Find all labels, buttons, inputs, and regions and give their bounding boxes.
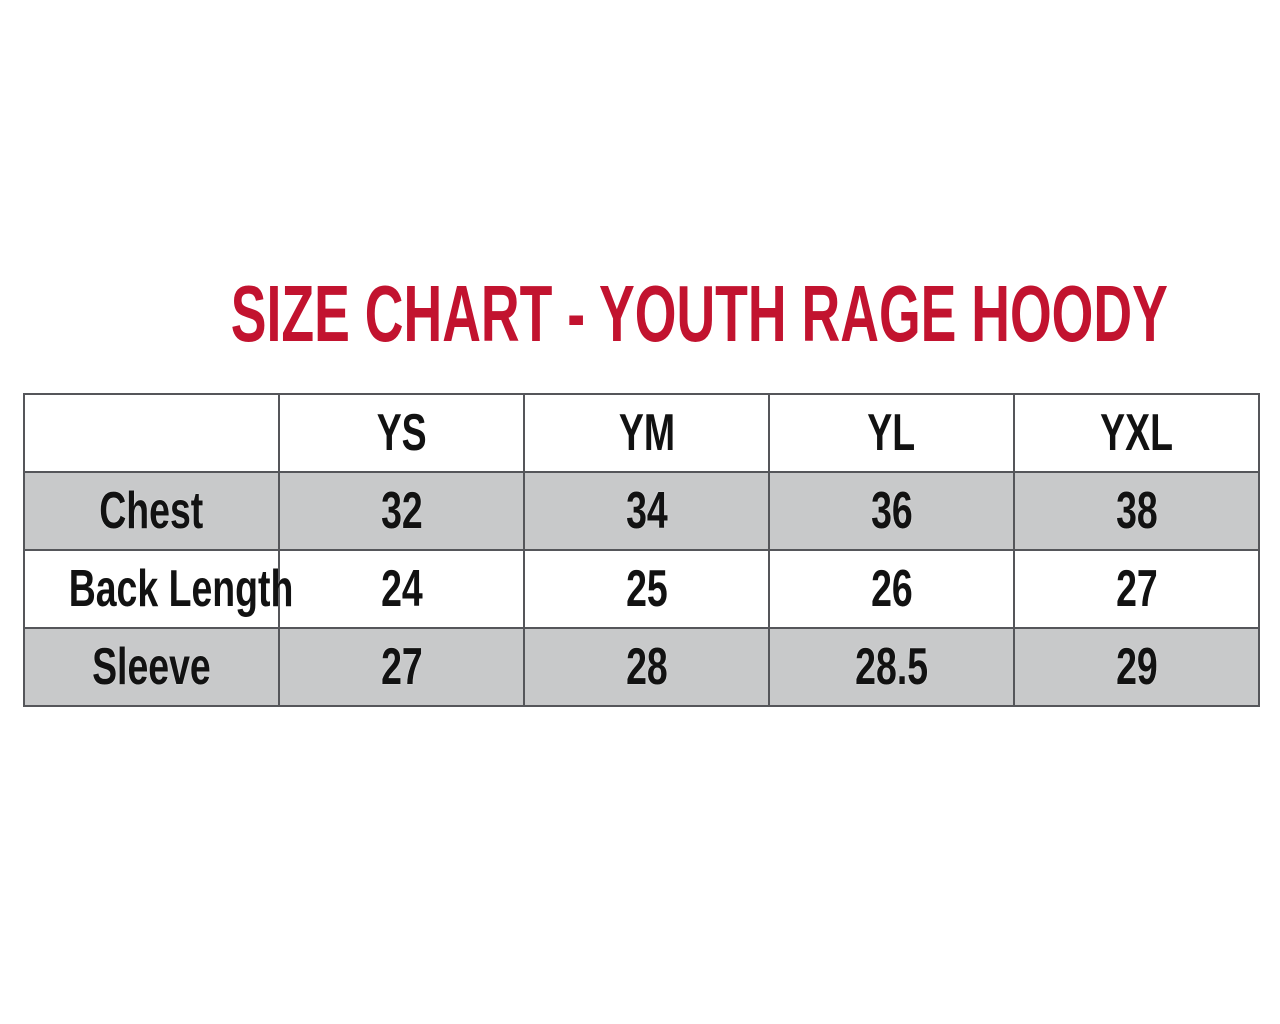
cell-back-length-ys: 24 xyxy=(278,549,525,629)
table-row-chest: Chest 32 34 36 38 xyxy=(23,471,1260,551)
row-label-back-length: Back Length xyxy=(23,549,293,629)
cell-sleeve-ys: 27 xyxy=(278,627,525,707)
cell-chest-ys-text: 32 xyxy=(380,482,423,540)
row-label-chest-text: Chest xyxy=(99,482,204,540)
cell-chest-ys: 32 xyxy=(278,471,525,551)
cell-chest-yl: 36 xyxy=(768,471,1015,551)
table-row-sleeve: Sleeve 27 28 28.5 29 xyxy=(23,627,1260,707)
cell-chest-yl-text: 36 xyxy=(870,482,913,540)
cell-back-length-ym: 25 xyxy=(523,549,770,629)
page-title: SIZE CHART - YOUTH RAGE HOODY xyxy=(0,273,1280,355)
page-title-text: SIZE CHART - YOUTH RAGE HOODY xyxy=(230,269,1168,358)
column-header-yxl-text: YXL xyxy=(1100,404,1173,462)
row-label-chest: Chest xyxy=(23,471,280,551)
column-header-ym: YM xyxy=(523,393,770,473)
cell-sleeve-ym-text: 28 xyxy=(625,638,668,696)
cell-back-length-ys-text: 24 xyxy=(380,560,423,618)
row-label-sleeve-text: Sleeve xyxy=(92,638,211,696)
cell-back-length-yxl-text: 27 xyxy=(1115,560,1158,618)
cell-sleeve-yxl-text: 29 xyxy=(1115,638,1158,696)
cell-sleeve-yl-text: 28.5 xyxy=(855,638,928,696)
row-label-sleeve: Sleeve xyxy=(23,627,280,707)
row-label-back-length-text: Back Length xyxy=(68,560,294,618)
column-header-ys-text: YS xyxy=(376,404,427,462)
table-header-row: YS YM YL YXL xyxy=(23,393,1260,473)
cell-sleeve-ym: 28 xyxy=(523,627,770,707)
column-header-ys: YS xyxy=(278,393,525,473)
table-row-back-length: Back Length 24 25 26 27 xyxy=(23,549,1260,629)
cell-back-length-yl-text: 26 xyxy=(870,560,913,618)
cell-sleeve-yxl: 29 xyxy=(1013,627,1260,707)
column-header-yl-text: YL xyxy=(867,404,916,462)
cell-sleeve-yl: 28.5 xyxy=(768,627,1015,707)
cell-chest-yxl: 38 xyxy=(1013,471,1260,551)
cell-chest-ym: 34 xyxy=(523,471,770,551)
cell-sleeve-ys-text: 27 xyxy=(380,638,423,696)
size-chart-table: YS YM YL YXL Chest 32 34 36 38 Back Leng… xyxy=(23,393,1260,707)
corner-cell xyxy=(23,393,280,473)
cell-back-length-yl: 26 xyxy=(768,549,1015,629)
cell-back-length-yxl: 27 xyxy=(1013,549,1260,629)
cell-chest-yxl-text: 38 xyxy=(1115,482,1158,540)
cell-back-length-ym-text: 25 xyxy=(625,560,668,618)
column-header-yxl: YXL xyxy=(1013,393,1260,473)
column-header-yl: YL xyxy=(768,393,1015,473)
cell-chest-ym-text: 34 xyxy=(625,482,668,540)
column-header-ym-text: YM xyxy=(618,404,675,462)
